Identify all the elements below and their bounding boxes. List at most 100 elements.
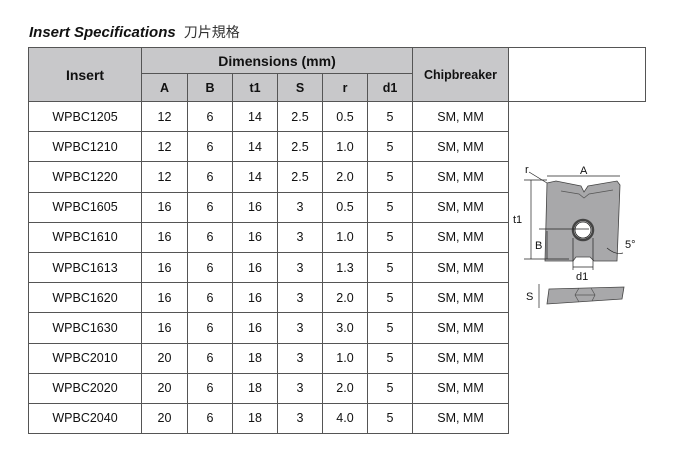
cell-a: 16	[141, 221, 188, 253]
cell-r: 2.0	[322, 372, 368, 404]
cell-b: 6	[187, 402, 233, 435]
cell-a: 16	[141, 191, 188, 223]
cell-b: 6	[187, 312, 233, 344]
table-row: WPBC1630 16 6 16 3 3.0 5 SM, MM	[28, 312, 646, 344]
cell-chip: SM, MM	[412, 282, 509, 314]
cell-r: 0.5	[322, 100, 368, 133]
cell-insert: WPBC1210	[28, 131, 142, 163]
cell-t1: 16	[232, 282, 278, 314]
cell-s: 2.5	[277, 100, 323, 133]
cell-b: 6	[187, 372, 233, 404]
cell-insert: WPBC2040	[28, 402, 142, 435]
table-row: WPBC1210 12 6 14 2.5 1.0 5 SM, MM	[28, 131, 646, 163]
cell-a: 16	[141, 282, 188, 314]
table-row: WPBC2020 20 6 18 3 2.0 5 SM, MM	[28, 372, 646, 404]
cell-s: 3	[277, 372, 323, 404]
cell-r: 4.0	[322, 402, 368, 435]
cell-d1: 5	[367, 342, 413, 374]
label-angle: 5°	[625, 239, 636, 251]
cell-t1: 14	[232, 100, 278, 133]
cell-s: 2.5	[277, 131, 323, 163]
cell-insert: WPBC1205	[28, 100, 142, 133]
cell-b: 6	[187, 342, 233, 374]
cell-s: 3	[277, 312, 323, 344]
cell-r: 3.0	[322, 312, 368, 344]
table-row: WPBC1205 12 6 14 2.5 0.5 5 SM, MM	[28, 100, 646, 133]
cell-a: 16	[141, 251, 188, 284]
cell-chip: SM, MM	[412, 191, 509, 223]
cell-r: 1.0	[322, 131, 368, 163]
cell-chip: SM, MM	[412, 131, 509, 163]
cell-b: 6	[187, 191, 233, 223]
cell-chip: SM, MM	[412, 100, 509, 133]
table-row: WPBC2040 20 6 18 3 4.0 5 SM, MM	[28, 402, 646, 435]
cell-r: 1.3	[322, 251, 368, 284]
cell-chip: SM, MM	[412, 251, 509, 284]
cell-d1: 5	[367, 251, 413, 284]
cell-d1: 5	[367, 221, 413, 253]
cell-t1: 16	[232, 312, 278, 344]
cell-r: 2.0	[322, 282, 368, 314]
cell-s: 3	[277, 342, 323, 374]
cell-b: 6	[187, 221, 233, 253]
cell-d1: 5	[367, 282, 413, 314]
cell-a: 12	[141, 131, 188, 163]
label-A: A	[580, 165, 588, 177]
cell-b: 6	[187, 161, 233, 193]
cell-a: 20	[141, 342, 188, 374]
header-B: B	[187, 73, 233, 102]
cell-insert: WPBC2020	[28, 372, 142, 404]
cell-r: 0.5	[322, 191, 368, 223]
cell-chip: SM, MM	[412, 312, 509, 344]
cell-t1: 18	[232, 372, 278, 404]
cell-b: 6	[187, 131, 233, 163]
insert-diagram-cell: A r t1 B d1 5° S	[508, 47, 646, 308]
cell-insert: WPBC1610	[28, 221, 142, 253]
table-row: WPBC2010 20 6 18 3 1.0 5 SM, MM	[28, 342, 646, 374]
label-B: B	[535, 240, 542, 252]
header-dimensions: Dimensions (mm)	[141, 47, 413, 74]
cell-d1: 5	[367, 372, 413, 404]
insert-diagram: A r t1 B d1 5° S	[513, 164, 636, 308]
cell-chip: SM, MM	[412, 402, 509, 435]
cell-d1: 5	[367, 131, 413, 163]
cell-s: 3	[277, 251, 323, 284]
cell-d1: 5	[367, 402, 413, 435]
cell-d1: 5	[367, 161, 413, 193]
label-S: S	[526, 291, 533, 303]
cell-a: 20	[141, 372, 188, 404]
cell-r: 1.0	[322, 221, 368, 253]
header-S: S	[277, 73, 323, 102]
cell-a: 12	[141, 100, 188, 133]
cell-t1: 14	[232, 131, 278, 163]
cell-insert: WPBC1220	[28, 161, 142, 193]
insert-spec-table: Insert Dimensions (mm) Chipbreaker A r t…	[28, 47, 646, 435]
header-r: r	[322, 73, 368, 102]
cell-s: 3	[277, 282, 323, 314]
cell-s: 3	[277, 221, 323, 253]
cell-s: 3	[277, 191, 323, 223]
cell-insert: WPBC1630	[28, 312, 142, 344]
cell-insert: WPBC1605	[28, 191, 142, 223]
cell-b: 6	[187, 251, 233, 284]
header-d1: d1	[367, 73, 413, 102]
header-A: A	[141, 73, 188, 102]
cell-chip: SM, MM	[412, 372, 509, 404]
cell-b: 6	[187, 282, 233, 314]
insert-side-view	[546, 286, 625, 305]
label-d1: d1	[576, 271, 588, 283]
cell-s: 2.5	[277, 161, 323, 193]
page-title: Insert Specifications 刀片規格	[29, 24, 240, 41]
cell-r: 2.0	[322, 161, 368, 193]
cell-insert: WPBC2010	[28, 342, 142, 374]
cell-insert: WPBC1613	[28, 251, 142, 284]
cell-a: 12	[141, 161, 188, 193]
cell-r: 1.0	[322, 342, 368, 374]
cell-a: 20	[141, 402, 188, 435]
label-t1: t1	[513, 214, 522, 226]
header-insert: Insert	[28, 47, 142, 102]
table-row: WPBC1620 16 6 16 3 2.0 5 SM, MM	[28, 282, 646, 314]
cell-t1: 16	[232, 221, 278, 253]
cell-a: 16	[141, 312, 188, 344]
header-t1: t1	[232, 73, 278, 102]
